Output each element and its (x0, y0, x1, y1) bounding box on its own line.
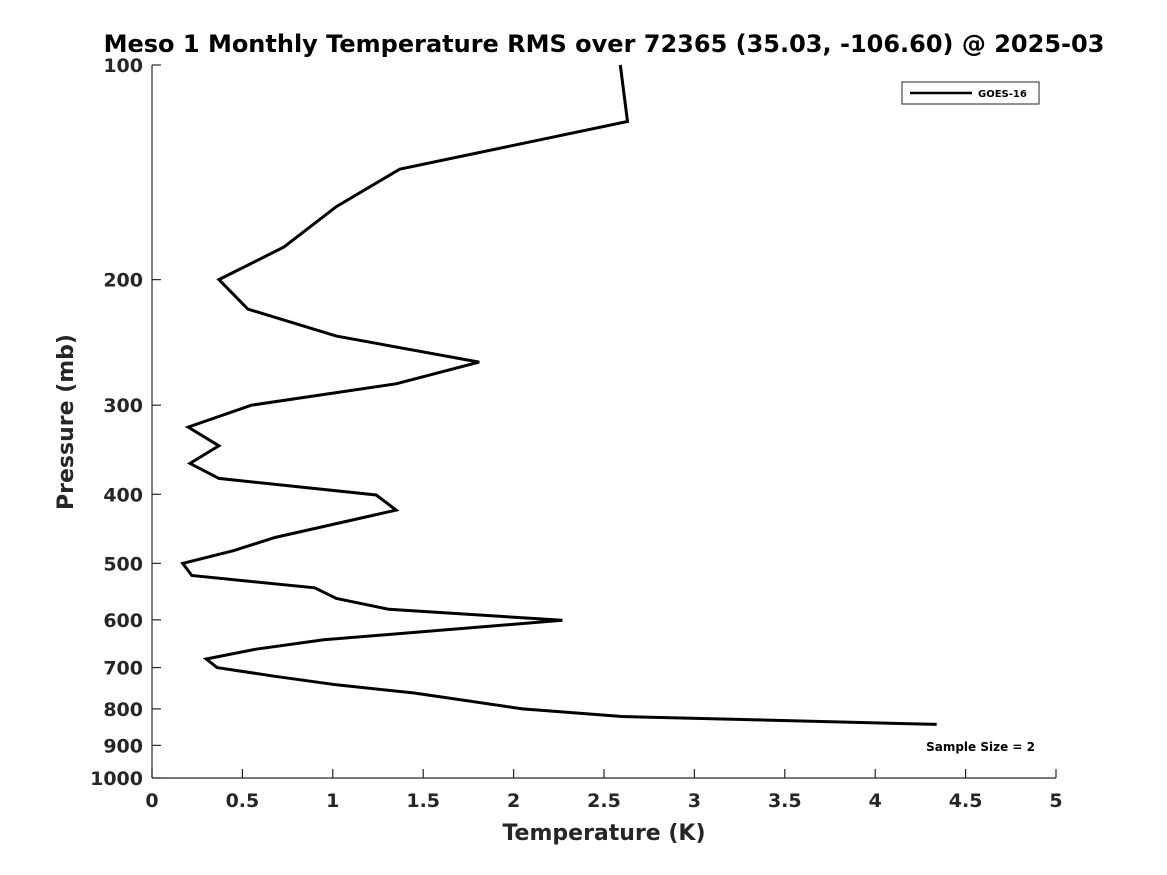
y-tick-label: 300 (103, 395, 143, 417)
y-tick-label: 1000 (90, 768, 143, 790)
y-tick-label: 700 (103, 658, 143, 680)
legend: GOES-16 (901, 81, 1040, 105)
y-tick-label: 100 (103, 55, 143, 77)
x-tick-label: 1 (326, 790, 339, 812)
x-tick-label: 3 (688, 790, 701, 812)
x-tick-label: 0 (145, 790, 158, 812)
x-tick-label: 1.5 (406, 790, 440, 812)
y-axis-ticks: 100 200 300 400 500 600 700 800 900 1000 (90, 55, 161, 790)
y-tick-label: 400 (103, 484, 143, 506)
x-tick-label: 2 (507, 790, 520, 812)
x-tick-label: 0.5 (226, 790, 260, 812)
sample-size-annotation: Sample Size = 2 (926, 740, 1035, 754)
x-tick-label: 2.5 (587, 790, 621, 812)
series-line-goes-16 (180, 64, 937, 726)
x-tick-label: 4 (869, 790, 882, 812)
y-tick-label: 200 (103, 270, 143, 292)
legend-label-goes-16: GOES-16 (978, 89, 1027, 100)
y-tick-label: 900 (103, 735, 143, 757)
x-axis-label: Temperature (K) (502, 821, 705, 846)
series-layer (180, 64, 937, 726)
x-tick-label: 4.5 (949, 790, 983, 812)
y-tick-label: 800 (103, 699, 143, 721)
x-tick-label: 3.5 (768, 790, 802, 812)
y-axis-label: Pressure (mb) (54, 334, 79, 510)
chart-title: Meso 1 Monthly Temperature RMS over 7236… (104, 30, 1105, 58)
y-tick-label: 500 (103, 553, 143, 575)
x-axis-ticks: 0 0.5 1 1.5 2 2.5 3 3.5 4 4.5 5 (145, 769, 1063, 812)
y-tick-label: 600 (103, 610, 143, 632)
x-tick-label: 5 (1049, 790, 1062, 812)
